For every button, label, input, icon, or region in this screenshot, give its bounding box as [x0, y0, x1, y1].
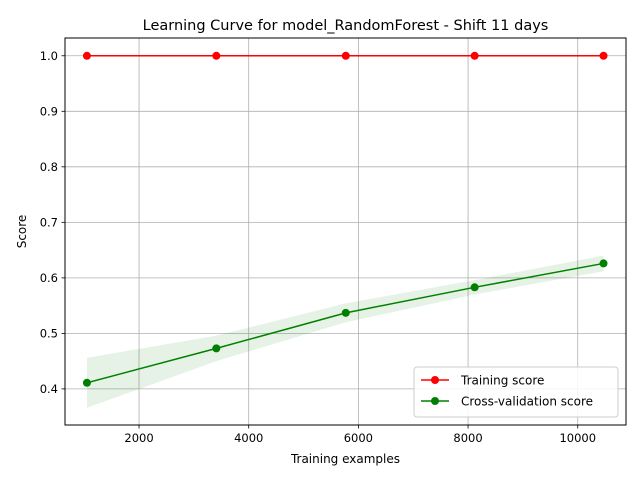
- grid-lines: [65, 38, 626, 425]
- y-tick-label: 0.7: [40, 215, 58, 229]
- y-tick-label: 0.6: [40, 271, 58, 285]
- y-tick-label: 0.5: [40, 326, 58, 340]
- y-tick-label: 0.9: [40, 104, 58, 118]
- point-cross-validation: [470, 283, 479, 292]
- y-tick-label: 0.4: [40, 382, 58, 396]
- x-tick-label: 2000: [124, 431, 153, 445]
- point-training: [470, 51, 479, 60]
- legend-marker-cross-validation: [431, 397, 439, 405]
- x-tick-label: 6000: [344, 431, 373, 445]
- x-axis-ticks: 2000 4000 6000 8000 10000: [124, 425, 596, 445]
- point-cross-validation: [341, 308, 350, 317]
- y-tick-label: 0.8: [40, 160, 58, 174]
- series-markers: [82, 51, 608, 387]
- legend: Training score Cross-validation score: [413, 366, 619, 418]
- point-cross-validation: [82, 378, 91, 387]
- point-training: [599, 51, 608, 60]
- point-training: [82, 51, 91, 60]
- legend-label-cross-validation: Cross-validation score: [461, 395, 593, 409]
- point-training: [341, 51, 350, 60]
- x-axis-label: Training examples: [290, 452, 400, 466]
- confidence-bands: [86, 255, 604, 408]
- x-tick-label: 8000: [453, 431, 482, 445]
- x-tick-label: 10000: [559, 431, 596, 445]
- x-tick-label: 4000: [234, 431, 263, 445]
- y-axis-ticks: 0.4 0.5 0.6 0.7 0.8 0.9 1.0: [40, 49, 65, 396]
- legend-marker-training: [431, 376, 439, 384]
- legend-box: [413, 366, 619, 418]
- point-training: [212, 51, 221, 60]
- y-axis-label: Score: [15, 215, 29, 249]
- plot-area-frame: [64, 37, 627, 426]
- legend-label-training: Training score: [460, 374, 544, 388]
- point-cross-validation: [212, 344, 221, 353]
- chart-title: Learning Curve for model_RandomForest - …: [143, 18, 549, 34]
- band-cross-validation: [86, 255, 604, 408]
- point-cross-validation: [599, 259, 608, 268]
- y-tick-label: 1.0: [40, 49, 58, 63]
